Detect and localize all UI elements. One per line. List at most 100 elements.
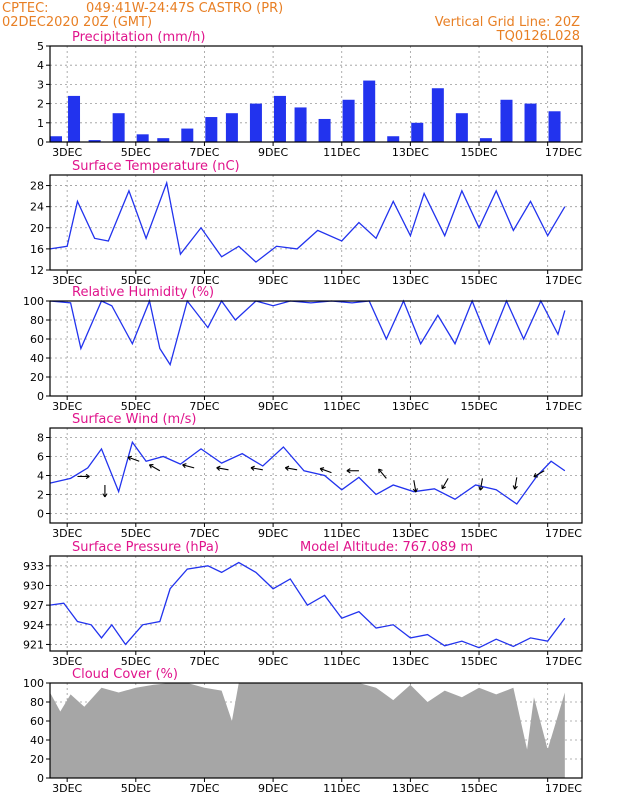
humidity-ytick-label: 60 (30, 333, 44, 346)
wind-wind-arrowhead (514, 485, 518, 490)
cloud-cover-ytick-label: 20 (30, 753, 44, 766)
wind-wind-arrowhead (320, 467, 325, 470)
wind-wind-arrowhead (533, 472, 537, 478)
wind-xtick-label: 13DEC (392, 527, 429, 540)
wind-wind-arrowhead (148, 464, 152, 469)
wind-ytick-label: 8 (37, 432, 44, 445)
wind-wind-arrowhead (216, 465, 221, 469)
precipitation-bar (479, 138, 492, 142)
wind-wind-arrow (250, 467, 263, 471)
wind-wind-arrow (378, 468, 387, 479)
cloud-cover-xtick-label: 9DEC (258, 782, 288, 795)
cloud-cover-xtick-label: 15DEC (460, 782, 497, 795)
precipitation-panel: Precipitation (mm/h) 0 1 2 3 4 5 3DEC 5DEC 7DEC 9D… (37, 30, 583, 159)
pressure-xtick-label: 9DEC (258, 655, 288, 668)
precipitation-bar (411, 122, 424, 142)
wind-ytick-label: 6 (37, 451, 44, 464)
wind-wind-arrowhead (250, 467, 255, 471)
humidity-xtick-label: 7DEC (189, 400, 219, 413)
wind-wind-arrowhead (284, 467, 289, 471)
wind-wind-arrow (441, 478, 449, 490)
cloud-cover-xtick-label: 13DEC (392, 782, 429, 795)
wind-ytick-label: 0 (37, 508, 44, 521)
precipitation-xtick-label: 11DEC (323, 146, 360, 159)
wind-wind-arrowhead (182, 464, 186, 469)
humidity-ytick-label: 20 (30, 371, 44, 384)
wind-panel: Surface Wind (m/s) 0 2 4 6 8 3DEC 5DEC 7DEC 9DEC 1… (37, 412, 583, 540)
wind-xtick-label: 3DEC (52, 527, 82, 540)
pressure-ytick-label: 927 (23, 599, 44, 612)
temperature-ytick-label: 16 (30, 243, 44, 256)
humidity-xtick-label: 15DEC (460, 400, 497, 413)
precipitation-bar (548, 111, 561, 142)
humidity-ytick-label: 80 (30, 314, 44, 327)
cloud-cover-ytick-label: 0 (37, 772, 44, 785)
wind-wind-arrowhead (85, 475, 90, 480)
precipitation-ytick-label: 2 (37, 98, 44, 111)
wind-wind-arrowhead (441, 486, 446, 490)
wind-title: Surface Wind (m/s) (72, 412, 196, 427)
wind-wind-arrow (413, 480, 417, 493)
precipitation-bar (273, 95, 286, 142)
precipitation-bar (294, 107, 307, 142)
temperature-ytick-label: 28 (30, 180, 44, 193)
pressure-ytick-label: 933 (23, 560, 44, 573)
precipitation-bar (363, 80, 376, 142)
wind-wind-arrowhead (216, 467, 220, 471)
precipitation-bar (68, 95, 81, 142)
wind-xtick-label: 11DEC (323, 527, 360, 540)
temperature-ytick-label: 24 (30, 201, 44, 214)
cloud-cover-xtick-label: 11DEC (323, 782, 360, 795)
precipitation-bar (136, 134, 149, 142)
pressure-ytick-label: 924 (23, 619, 44, 632)
precipitation-bar (50, 136, 62, 142)
humidity-title: Relative Humidity (%) (72, 285, 214, 300)
wind-wind-arrowhead (512, 485, 516, 490)
humidity-xtick-label: 13DEC (392, 400, 429, 413)
humidity-ytick-label: 40 (30, 352, 44, 365)
cloud-cover-ytick-label: 60 (30, 715, 44, 728)
precipitation-frame (49, 45, 583, 143)
wind-wind-arrowhead (412, 488, 417, 493)
temperature-frame (49, 174, 583, 271)
pressure-xtick-label: 13DEC (392, 655, 429, 668)
wind-wind-arrowhead (415, 488, 418, 493)
cloud-cover-ytick-label: 80 (30, 696, 44, 709)
precipitation-xtick-label: 9DEC (258, 146, 288, 159)
wind-wind-arrowhead (478, 486, 481, 491)
temperature-xtick-label: 17DEC (545, 274, 582, 287)
precipitation-bar (387, 136, 400, 142)
wind-wind-arrowhead (346, 468, 351, 472)
wind-wind-arrowhead (104, 493, 108, 498)
temperature-xtick-label: 15DEC (460, 274, 497, 287)
pressure-xtick-label: 17DEC (545, 655, 582, 668)
temperature-line (49, 180, 566, 263)
wind-xtick-label: 17DEC (545, 527, 582, 540)
humidity-frame (49, 300, 583, 397)
header-vertical-grid-line: Vertical Grid Line: 20Z (435, 15, 580, 30)
pressure-annotation: Model Altitude: 767.089 m (300, 540, 473, 555)
temperature-xtick-label: 11DEC (323, 274, 360, 287)
wind-wind-arrowhead (378, 468, 383, 471)
pressure-xtick-label: 11DEC (323, 655, 360, 668)
wind-wind-arrowhead (346, 470, 351, 474)
humidity-xtick-label: 11DEC (323, 400, 360, 413)
cloud-cover-frame (49, 682, 583, 779)
pressure-frame (49, 555, 583, 652)
wind-wind-arrow (533, 470, 545, 478)
header-init-time: 02DEC2020 20Z (GMT) (2, 15, 152, 30)
temperature-xtick-label: 13DEC (392, 274, 429, 287)
wind-wind-arrowhead (85, 473, 90, 477)
precipitation-bar (157, 138, 170, 142)
precipitation-bar (500, 99, 513, 142)
wind-wind-arrowhead (378, 469, 380, 474)
pressure-xtick-label: 7DEC (189, 655, 219, 668)
wind-ytick-label: 4 (37, 470, 44, 483)
pressure-xtick-label: 15DEC (460, 655, 497, 668)
temperature-xtick-label: 9DEC (258, 274, 288, 287)
humidity-panel: Relative Humidity (%) 0 20 40 60 80 100 3DEC 5DE… (23, 285, 583, 413)
precipitation-bar (524, 103, 537, 142)
precipitation-xtick-label: 3DEC (52, 146, 82, 159)
